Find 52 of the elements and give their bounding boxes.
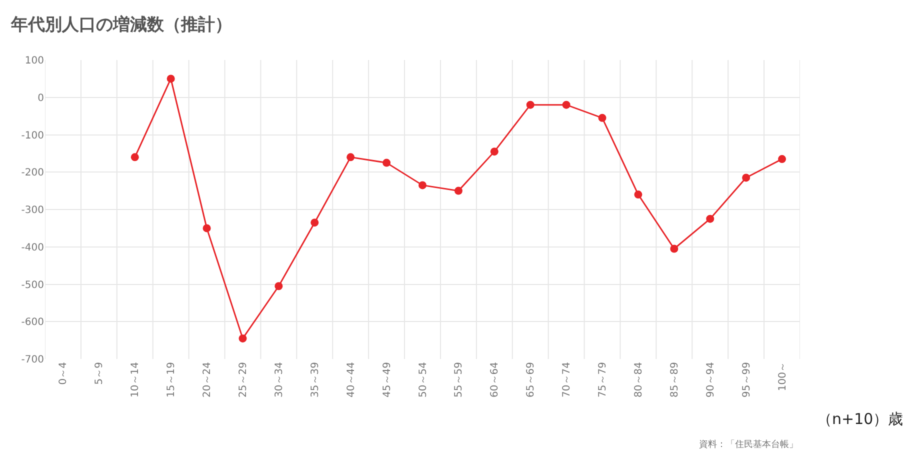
x-tick-label: 55～59 [454, 362, 465, 398]
y-tick-label: 100 [24, 56, 44, 66]
y-tick-label: -700 [21, 354, 44, 366]
y-tick-label: -200 [21, 168, 44, 179]
point [706, 214, 714, 223]
point [742, 174, 750, 182]
x-tick-label: 50～54 [418, 362, 429, 398]
x-tick-label: 10～14 [130, 362, 142, 398]
point [598, 114, 606, 122]
point [346, 153, 355, 162]
y-tick-label: -400 [21, 242, 44, 254]
x-tick-label: 100～ [777, 362, 788, 392]
x-tick-label: 35～39 [310, 362, 321, 398]
point [238, 334, 247, 342]
point [274, 282, 283, 290]
x-tick-label: 30～34 [274, 362, 285, 398]
point [382, 158, 391, 167]
point [526, 100, 534, 109]
x-tick-label: 20～24 [202, 362, 214, 398]
point [778, 155, 786, 164]
point [634, 190, 642, 199]
chart-title: 年代別人口の増減数（推計） [10, 14, 232, 36]
x-tick-label: 80～84 [633, 362, 644, 398]
x-tick-label: 40～44 [346, 362, 357, 398]
x-tick-label: 90～94 [705, 362, 716, 398]
x-tick-label: 15～19 [166, 362, 178, 398]
y-tick-label: -600 [21, 317, 44, 328]
point [418, 181, 426, 190]
x-tick-label: 75～79 [598, 362, 609, 398]
x-tick-label: 70～74 [562, 362, 573, 398]
point [670, 244, 678, 253]
point [562, 100, 570, 109]
x-tick-label: 85～89 [669, 362, 680, 398]
x-tick-label: 65～69 [526, 362, 537, 398]
y-tick-label: -300 [21, 205, 44, 216]
point [310, 218, 319, 227]
point [202, 224, 211, 232]
y-tick-label: 0 [38, 92, 44, 104]
x-tick-label: 45～49 [382, 362, 393, 398]
text: 資料：「住民基本台帳」 [699, 439, 798, 450]
x-tick-label: 25～29 [238, 362, 249, 398]
x-axis-title: （n+10）歳 [817, 410, 904, 428]
point [130, 153, 139, 162]
point [166, 74, 175, 83]
x-tick-label: 95～99 [741, 362, 752, 398]
x-tick-label: 5～9 [94, 362, 106, 385]
point [490, 148, 498, 156]
y-tick-label: -100 [21, 130, 44, 142]
y-tick-label: -500 [21, 280, 44, 291]
x-tick-label: 0～4 [58, 362, 70, 385]
x-tick-label: 60～64 [490, 362, 501, 398]
point [454, 186, 462, 195]
